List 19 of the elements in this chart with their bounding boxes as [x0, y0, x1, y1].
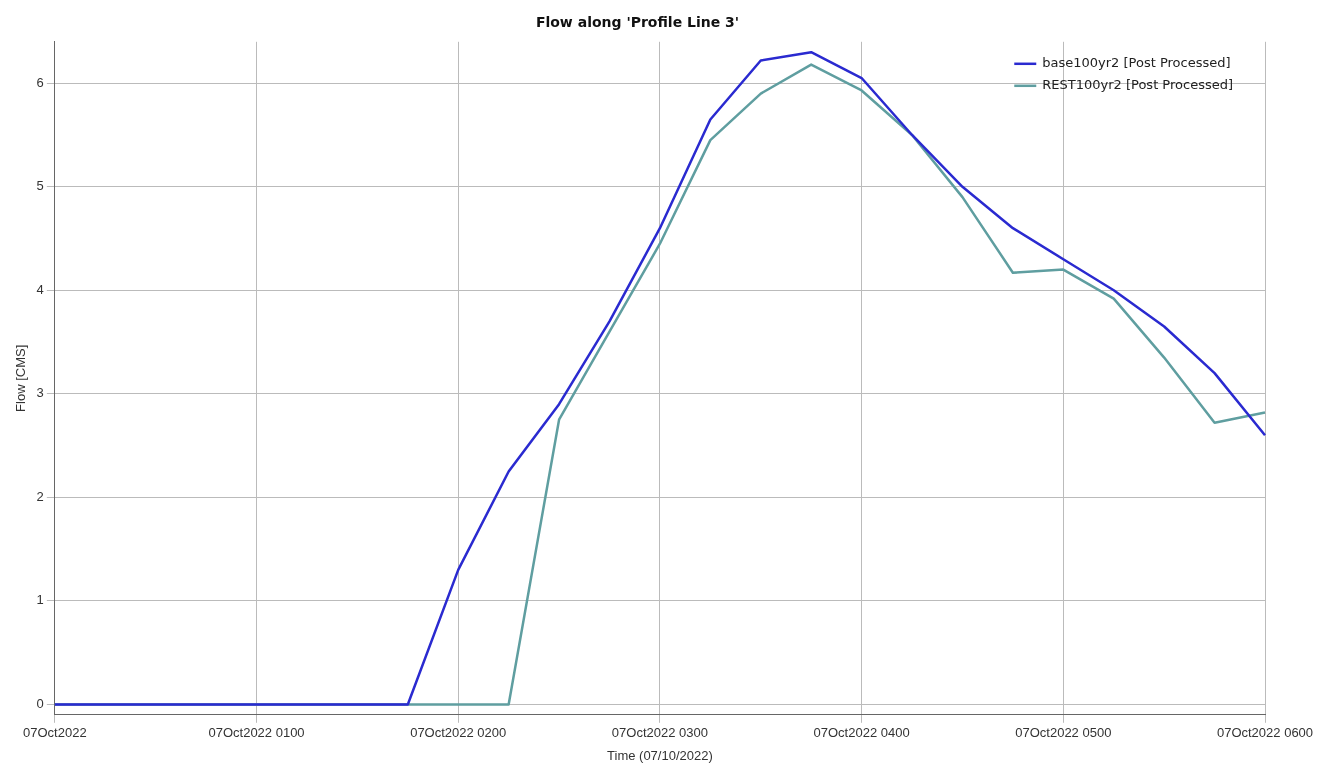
x-tick-label: 07Oct2022 0300 [611, 725, 708, 741]
y-tick-label: 4 [36, 281, 44, 297]
y-axis-title: Flow [CMS] [13, 344, 29, 412]
y-tick-label: 1 [36, 592, 44, 608]
y-tick-label: 0 [36, 696, 44, 712]
legend-label: REST100yr2 [Post Processed] [1042, 77, 1233, 93]
x-tick-label: 07Oct2022 0400 [813, 725, 910, 741]
y-tick-label: 6 [36, 74, 44, 90]
y-tick-label: 2 [36, 488, 44, 504]
y-tick-label: 3 [36, 385, 44, 401]
x-tick-label: 07Oct2022 0200 [410, 725, 507, 741]
y-tick-label: 5 [36, 178, 44, 194]
x-tick-label: 07Oct2022 [23, 725, 87, 741]
chart-title: Flow along 'Profile Line 3' [535, 14, 740, 31]
x-axis-title: Time (07/10/2022) [607, 747, 713, 763]
x-tick-label: 07Oct2022 0500 [1015, 725, 1112, 741]
x-tick-label: 07Oct2022 0100 [208, 725, 305, 741]
legend-label: base100yr2 [Post Processed] [1042, 55, 1231, 71]
x-tick-label: 07Oct2022 0600 [1216, 725, 1314, 741]
